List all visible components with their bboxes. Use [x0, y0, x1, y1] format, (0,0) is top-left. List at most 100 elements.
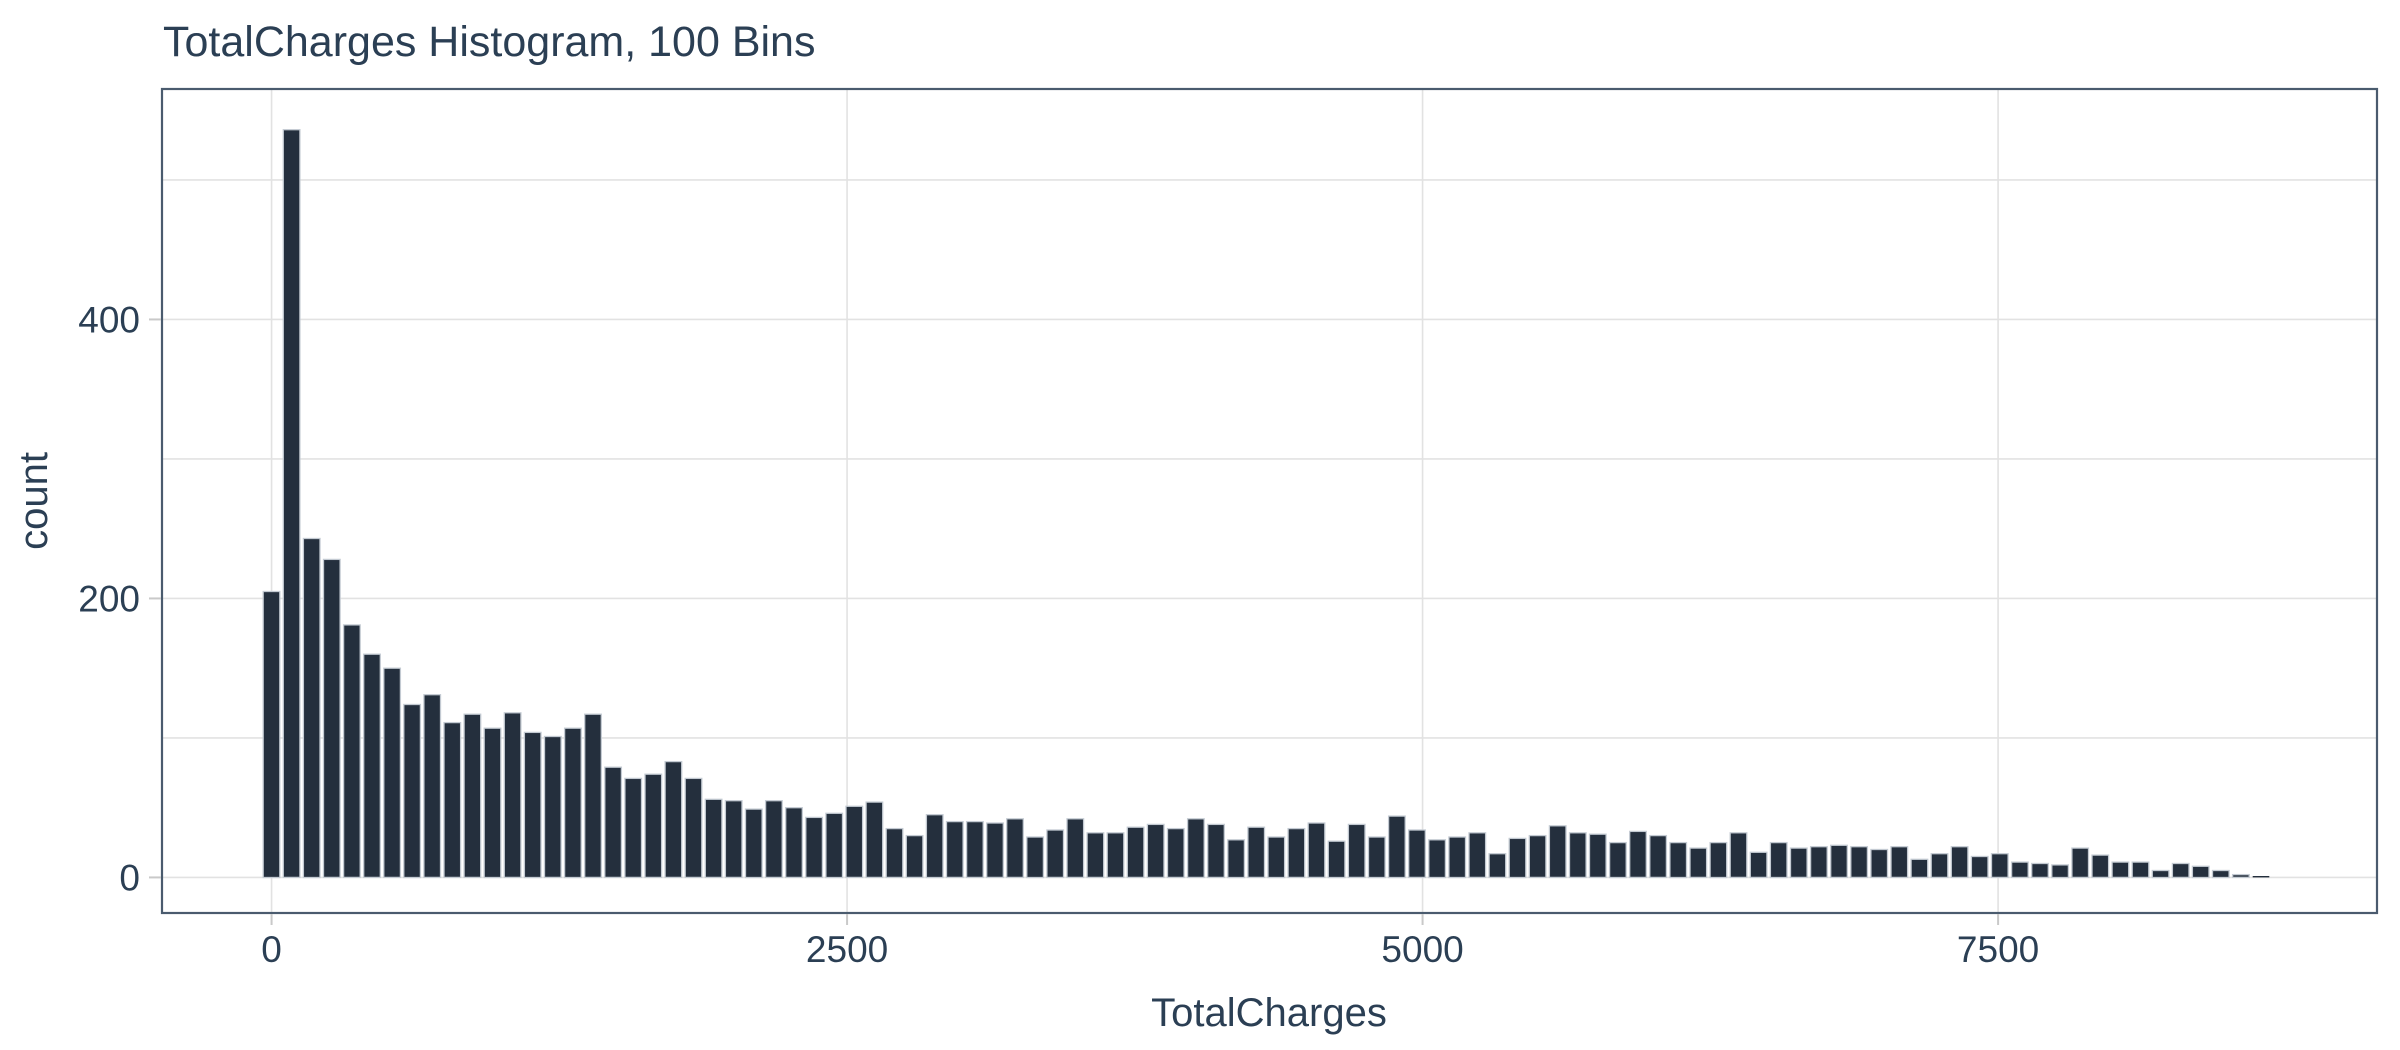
histogram-bar[interactable]	[2031, 862, 2049, 879]
histogram-bar[interactable]	[423, 694, 442, 879]
histogram-bar[interactable]	[2131, 861, 2150, 879]
histogram-bar[interactable]	[1830, 844, 1848, 879]
histogram-bar[interactable]	[2071, 847, 2090, 879]
histogram-bar[interactable]	[1126, 826, 1145, 879]
histogram-bar[interactable]	[1608, 841, 1627, 879]
histogram-bar[interactable]	[1247, 826, 1266, 879]
histogram-bar[interactable]	[1086, 832, 1105, 879]
histogram-bar[interactable]	[2171, 862, 2190, 879]
histogram-bar[interactable]	[764, 800, 783, 879]
histogram-bar[interactable]	[443, 721, 462, 879]
histogram-bar[interactable]	[1468, 832, 1487, 879]
histogram-bar[interactable]	[1769, 841, 1788, 879]
histogram-bar[interactable]	[1508, 837, 1527, 879]
histogram-bar[interactable]	[322, 558, 341, 879]
histogram-bar[interactable]	[584, 713, 602, 879]
histogram-bar[interactable]	[965, 820, 984, 879]
histogram-bar[interactable]	[1890, 846, 1909, 879]
histogram-bar[interactable]	[543, 735, 562, 879]
histogram-bar[interactable]	[1408, 829, 1426, 879]
histogram-bar[interactable]	[2010, 861, 2029, 879]
histogram-bar[interactable]	[644, 773, 663, 879]
histogram-bar[interactable]	[2111, 861, 2130, 879]
histogram-bar[interactable]	[1026, 836, 1045, 879]
histogram-bar[interactable]	[1950, 846, 1969, 879]
histogram-bar[interactable]	[1629, 830, 1647, 879]
histogram-bar[interactable]	[483, 727, 502, 879]
histogram-bar[interactable]	[1910, 858, 1929, 879]
histogram-bar[interactable]	[363, 653, 381, 879]
histogram-bar[interactable]	[523, 731, 542, 879]
histogram-bar[interactable]	[1709, 841, 1728, 879]
histogram-bar[interactable]	[2191, 865, 2210, 879]
histogram-bar[interactable]	[383, 667, 402, 879]
histogram-bar[interactable]	[282, 129, 301, 879]
histogram-bar[interactable]	[1387, 815, 1406, 879]
histogram-bar[interactable]	[865, 801, 884, 879]
histogram-bar[interactable]	[825, 812, 844, 879]
histogram-bar[interactable]	[1166, 827, 1185, 879]
histogram-bar[interactable]	[704, 798, 723, 879]
histogram-bar[interactable]	[744, 808, 763, 879]
histogram-bar[interactable]	[1367, 836, 1386, 879]
histogram-bar[interactable]	[1669, 841, 1688, 879]
histogram-bar[interactable]	[945, 820, 964, 879]
histogram-bar[interactable]	[1186, 818, 1205, 879]
histogram-bar[interactable]	[805, 816, 824, 879]
histogram-bar[interactable]	[1870, 848, 1889, 879]
histogram-bar[interactable]	[1006, 818, 1024, 879]
histogram-bar[interactable]	[503, 712, 522, 879]
histogram-bar[interactable]	[1588, 833, 1607, 879]
histogram-bar[interactable]	[624, 777, 643, 879]
histogram-bar[interactable]	[1488, 853, 1507, 879]
histogram-bar[interactable]	[1066, 818, 1085, 879]
histogram-bar[interactable]	[2211, 869, 2230, 879]
histogram-bar[interactable]	[925, 814, 944, 879]
histogram-bar[interactable]	[1448, 836, 1467, 879]
histogram-bar[interactable]	[1749, 851, 1768, 879]
histogram-bar[interactable]	[1106, 832, 1125, 879]
histogram-bar[interactable]	[2252, 876, 2270, 878]
histogram-bar[interactable]	[262, 590, 281, 879]
histogram-bar[interactable]	[1267, 836, 1286, 879]
histogram-bar[interactable]	[2051, 864, 2070, 879]
histogram-bar[interactable]	[463, 713, 482, 879]
histogram-bar[interactable]	[986, 822, 1004, 879]
histogram-bar[interactable]	[1689, 847, 1708, 879]
histogram-bar[interactable]	[905, 834, 924, 879]
histogram-bar[interactable]	[1146, 823, 1165, 879]
histogram-bar[interactable]	[724, 800, 743, 879]
histogram-bar[interactable]	[885, 827, 904, 879]
histogram-bar[interactable]	[684, 777, 703, 879]
histogram-bar[interactable]	[1347, 823, 1366, 879]
histogram-bar[interactable]	[1930, 853, 1949, 879]
histogram-bar[interactable]	[1990, 853, 2009, 879]
histogram-bar[interactable]	[1227, 839, 1246, 879]
histogram-bar[interactable]	[342, 624, 361, 879]
histogram-bar[interactable]	[845, 805, 864, 879]
histogram-bar[interactable]	[1327, 840, 1346, 879]
histogram-bar[interactable]	[1850, 846, 1869, 879]
histogram-bar[interactable]	[563, 727, 582, 879]
histogram-bar[interactable]	[1568, 832, 1587, 879]
histogram-bar[interactable]	[1287, 827, 1306, 879]
histogram-bar[interactable]	[785, 807, 803, 879]
histogram-bar[interactable]	[1207, 823, 1225, 879]
histogram-bar[interactable]	[302, 537, 321, 879]
histogram-bar[interactable]	[1548, 825, 1567, 879]
histogram-bar[interactable]	[2231, 873, 2250, 879]
histogram-bar[interactable]	[1729, 832, 1748, 879]
histogram-bar[interactable]	[664, 760, 683, 879]
histogram-bar[interactable]	[1809, 846, 1828, 879]
histogram-bar[interactable]	[1970, 855, 1989, 879]
histogram-bar[interactable]	[403, 703, 422, 879]
histogram-bar[interactable]	[1528, 834, 1547, 879]
histogram-bar[interactable]	[1428, 839, 1447, 879]
histogram-bar[interactable]	[604, 766, 623, 879]
histogram-bar[interactable]	[2151, 869, 2170, 879]
histogram-bar[interactable]	[1046, 829, 1065, 879]
histogram-bar[interactable]	[2091, 854, 2110, 879]
histogram-bar[interactable]	[1307, 822, 1326, 879]
histogram-bar[interactable]	[1649, 834, 1668, 879]
histogram-bar[interactable]	[1789, 847, 1808, 879]
